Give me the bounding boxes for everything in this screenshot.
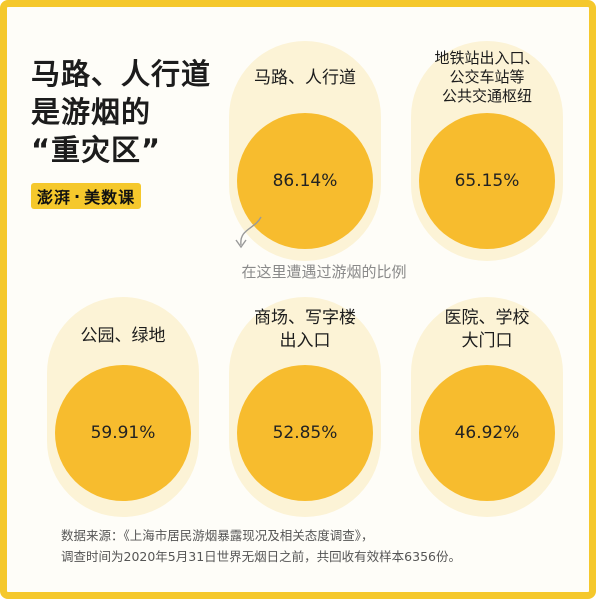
data-source: 数据来源：《上海市居民游烟暴露现况及相关态度调查》， 调查时间为2020年5月3… — [61, 525, 461, 567]
stat-percent: 52.85% — [272, 423, 338, 443]
stat-label-line: 公共交通枢纽 — [441, 87, 532, 105]
page-title: 马路、人行道 是游烟的 “重灾区” — [31, 55, 211, 169]
stat-card-malls: 商场、写字楼 出入口 52.85% — [229, 297, 381, 517]
chart-note: 在这里遭遇过游烟的比例 — [241, 263, 407, 281]
source-line-1: 数据来源：《上海市居民游烟暴露现况及相关态度调查》， — [61, 528, 374, 543]
stat-label-line: 公园、绿地 — [80, 326, 166, 346]
stat-percent: 46.92% — [454, 423, 520, 443]
stat-label: 马路、人行道 — [229, 67, 381, 90]
logo-dot: · — [74, 186, 82, 206]
stat-label-line: 地铁站出入口、 — [434, 49, 540, 67]
stat-circle: 52.85% — [237, 365, 373, 501]
stat-label-line: 医院、学校 — [444, 308, 530, 328]
stat-circle: 65.15% — [419, 113, 555, 249]
stat-label-line: 公交车站等 — [449, 68, 525, 86]
title-line-3: “重灾区” — [31, 133, 162, 167]
title-line-2: 是游烟的 — [31, 95, 152, 129]
logo-text-1: 澎湃 — [37, 188, 72, 207]
curved-arrow-icon — [235, 216, 262, 249]
title-line-1: 马路、人行道 — [31, 57, 212, 91]
stat-label: 地铁站出入口、 公交车站等 公共交通枢纽 — [411, 49, 563, 106]
publisher-logo: 澎湃 · 美数课 — [31, 183, 142, 209]
stat-circle: 59.91% — [55, 365, 191, 501]
stat-card-hospitals: 医院、学校 大门口 46.92% — [411, 297, 563, 517]
logo-text-2: 美数课 — [84, 188, 136, 207]
stat-label: 公园、绿地 — [47, 325, 199, 348]
stat-label-line: 出入口 — [279, 331, 331, 351]
stat-circle: 46.92% — [419, 365, 555, 501]
stat-label: 医院、学校 大门口 — [411, 307, 563, 353]
stat-label-line: 大门口 — [461, 331, 513, 351]
stat-label-line: 商场、写字楼 — [254, 308, 356, 328]
stat-circle: 86.14% — [237, 113, 373, 249]
stat-label-line: 马路、人行道 — [254, 68, 356, 88]
stat-percent: 59.91% — [90, 423, 156, 443]
stat-card-transit: 地铁站出入口、 公交车站等 公共交通枢纽 65.15% — [411, 41, 563, 261]
stat-percent: 65.15% — [454, 171, 520, 191]
source-line-2: 调查时间为2020年5月31日世界无烟日之前，共回收有效样本6356份。 — [61, 549, 461, 564]
stat-card-parks: 公园、绿地 59.91% — [47, 297, 199, 517]
stat-percent: 86.14% — [272, 171, 338, 191]
stat-label: 商场、写字楼 出入口 — [229, 307, 381, 353]
